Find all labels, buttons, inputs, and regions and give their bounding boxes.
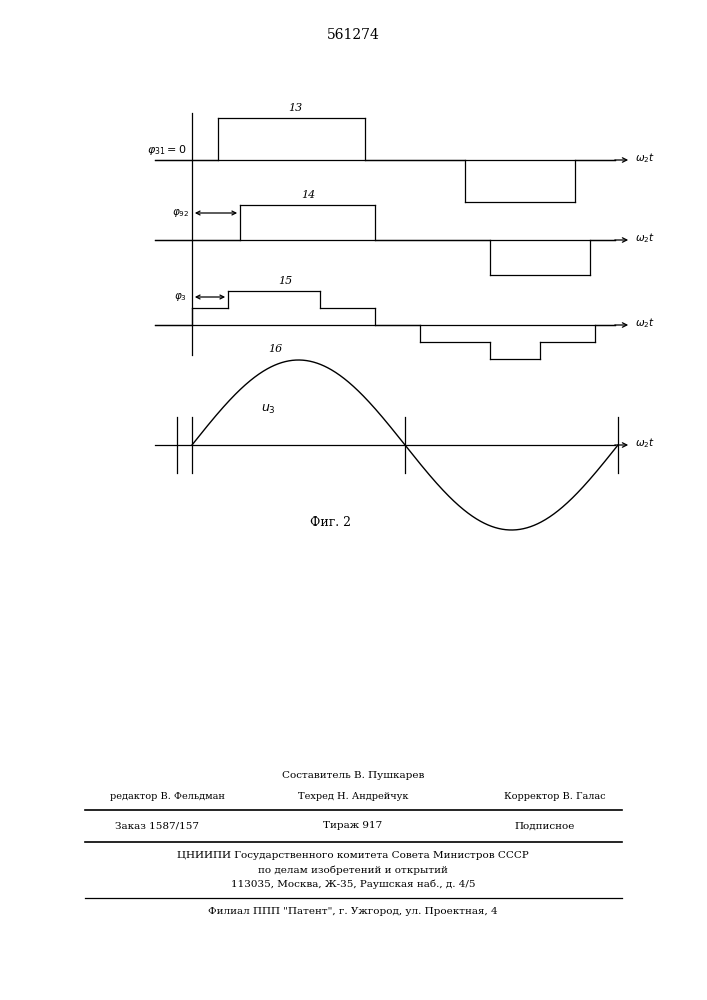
- Text: ЦНИИПИ Государственного комитета Совета Министров СССР: ЦНИИПИ Государственного комитета Совета …: [177, 852, 529, 860]
- Text: $\omega_2 t$: $\omega_2 t$: [635, 316, 655, 330]
- Text: $\omega_2 t$: $\omega_2 t$: [635, 231, 655, 245]
- Text: Подписное: Подписное: [515, 822, 575, 830]
- Text: $\omega_2 t$: $\omega_2 t$: [635, 151, 655, 165]
- Text: $\varphi_3$: $\varphi_3$: [174, 291, 187, 303]
- Text: Составитель В. Пушкарев: Составитель В. Пушкарев: [282, 771, 424, 780]
- Text: $u_3$: $u_3$: [261, 403, 276, 416]
- Text: $\omega_2 t$: $\omega_2 t$: [635, 436, 655, 450]
- Text: $\varphi_{92}$: $\varphi_{92}$: [172, 207, 189, 219]
- Text: Фиг. 2: Фиг. 2: [310, 516, 351, 528]
- Text: 16: 16: [268, 344, 282, 354]
- Text: 13: 13: [288, 103, 302, 113]
- Text: по делам изобретений и открытий: по делам изобретений и открытий: [258, 865, 448, 875]
- Text: Корректор В. Галас: Корректор В. Галас: [504, 792, 606, 801]
- Text: Заказ 1587/157: Заказ 1587/157: [115, 822, 199, 830]
- Text: 15: 15: [278, 276, 292, 286]
- Text: 113035, Москва, Ж-35, Раушская наб., д. 4/5: 113035, Москва, Ж-35, Раушская наб., д. …: [230, 879, 475, 889]
- Text: Техред Н. Андрейчук: Техред Н. Андрейчук: [298, 792, 408, 801]
- Text: 14: 14: [301, 190, 315, 200]
- Text: $\varphi_{31}=0$: $\varphi_{31}=0$: [148, 143, 187, 157]
- Text: Тираж 917: Тираж 917: [323, 822, 382, 830]
- Text: 561274: 561274: [327, 28, 380, 42]
- Text: редактор В. Фельдман: редактор В. Фельдман: [110, 792, 225, 801]
- Text: Филиал ППП "Патент", г. Ужгород, ул. Проектная, 4: Филиал ППП "Патент", г. Ужгород, ул. Про…: [208, 908, 498, 916]
